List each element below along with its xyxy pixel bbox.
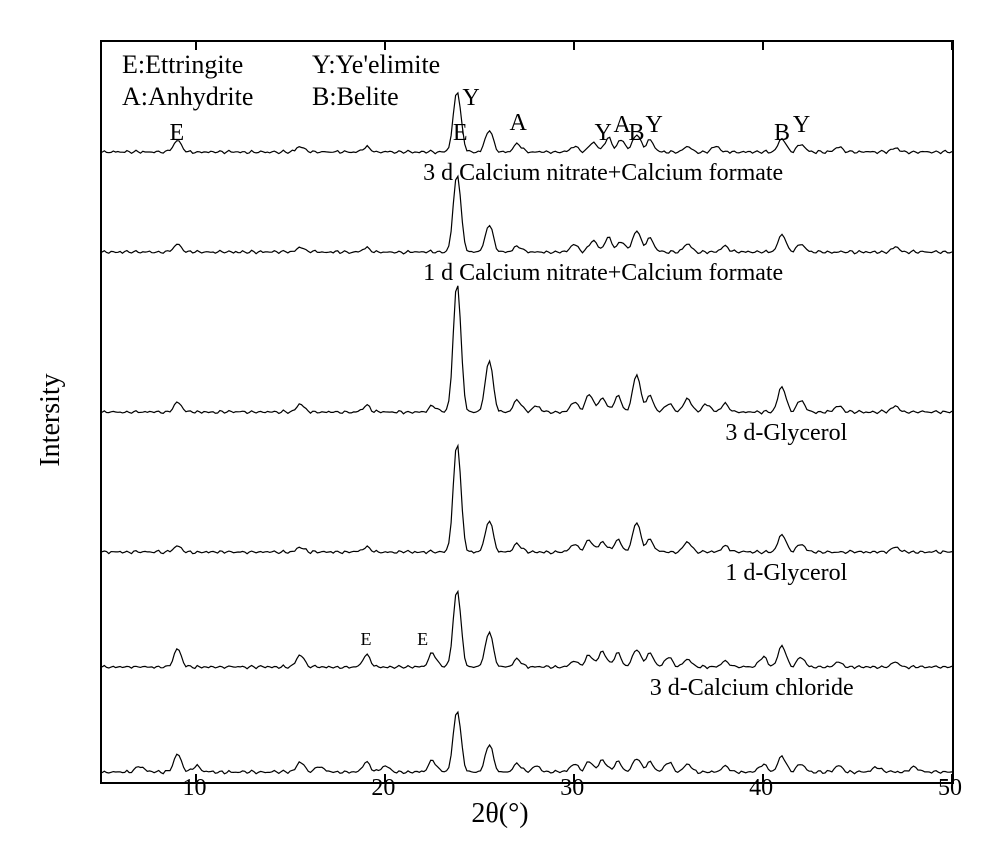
peak-annotation: E [170,120,185,147]
plot-area: E:Ettringite Y:Ye'elimite A:Anhydrite B:… [100,40,954,784]
peak-annotation: Y [646,112,663,139]
peak-annotation: Y [462,85,479,112]
x-axis-label: 2θ(°) [471,798,528,830]
y-axis-label: Intersity [35,373,67,466]
peak-annotation: E [453,120,468,147]
peak-annotation: Y [595,120,612,147]
peak-annotation: Y [793,112,810,139]
x-tick-label: 20 [371,775,395,802]
x-tick-label: 30 [560,775,584,802]
peak-annotation: B [629,120,645,147]
peak-annotation: B [774,120,790,147]
peak-annotation: E [360,629,371,650]
xrd-chart: Intersity E:Ettringite Y:Ye'elimite A:An… [20,20,980,835]
peak-annotation: E [417,629,428,650]
x-tick-label: 50 [938,775,962,802]
peak-annotation: A [510,110,527,137]
x-tick-label: 40 [749,775,773,802]
xrd-trace [102,42,952,782]
x-tick-label: 10 [182,775,206,802]
